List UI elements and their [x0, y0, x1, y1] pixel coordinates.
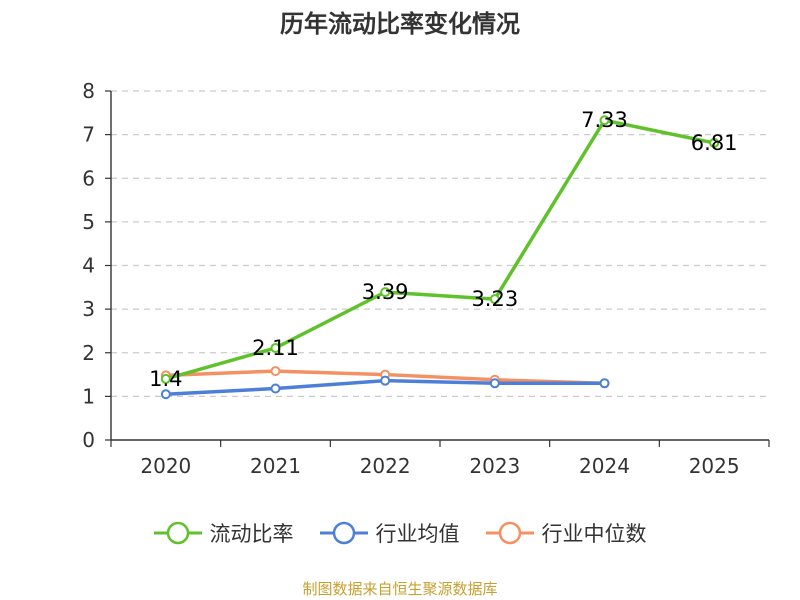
legend-item-3[interactable]: 行业中位数	[485, 518, 647, 548]
data-point	[380, 375, 391, 386]
y-tick-label: 0	[82, 428, 95, 452]
data-point	[599, 115, 610, 126]
legend-swatch	[319, 521, 368, 545]
y-tick-label: 1	[82, 384, 95, 408]
data-point	[270, 342, 281, 353]
data-point	[270, 366, 281, 377]
data-label: 3.23	[471, 287, 518, 311]
y-tick-label: 2	[82, 341, 95, 365]
data-point	[270, 383, 281, 394]
data-label: 1.4	[149, 367, 182, 391]
x-tick-label: 2025	[689, 454, 740, 478]
data-label: 3.39	[362, 280, 409, 304]
y-tick-label: 5	[82, 210, 95, 234]
data-label: 2.11	[252, 336, 299, 360]
x-tick-label: 2023	[469, 454, 520, 478]
legend: 流动比率 行业均值 行业中位数	[0, 518, 800, 548]
legend-swatch-marker	[166, 521, 189, 545]
data-point	[709, 137, 720, 148]
legend-swatch	[153, 521, 202, 545]
source-note: 制图数据来自恒生聚源数据库	[302, 580, 498, 598]
data-point	[380, 287, 391, 298]
y-tick-label: 3	[82, 297, 95, 321]
legend-label: 流动比率	[209, 522, 294, 546]
legend-swatch-marker	[332, 521, 355, 545]
data-point	[160, 373, 171, 384]
x-tick-label: 2024	[579, 454, 630, 478]
legend-item-1[interactable]: 流动比率	[153, 518, 294, 548]
legend-swatch	[485, 521, 534, 545]
y-tick-label: 8	[82, 79, 95, 103]
legend-label: 行业中位数	[541, 522, 647, 546]
y-tick-label: 6	[82, 166, 95, 190]
chart-title: 历年流动比率变化情况	[280, 10, 520, 38]
data-point	[489, 294, 500, 305]
legend-label: 行业均值	[375, 522, 460, 546]
legend-item-2[interactable]: 行业均值	[319, 518, 460, 548]
data-point	[160, 389, 171, 400]
y-tick-label: 7	[82, 123, 95, 147]
data-point	[489, 378, 500, 389]
legend-swatch-marker	[498, 521, 521, 545]
data-point	[599, 378, 610, 389]
x-tick-label: 2022	[360, 454, 411, 478]
data-label: 6.81	[691, 131, 738, 155]
x-tick-label: 2020	[140, 454, 191, 478]
data-label: 7.33	[581, 108, 628, 132]
x-tick-label: 2021	[250, 454, 301, 478]
y-tick-label: 4	[82, 254, 95, 278]
series-line-1	[165, 118, 715, 381]
